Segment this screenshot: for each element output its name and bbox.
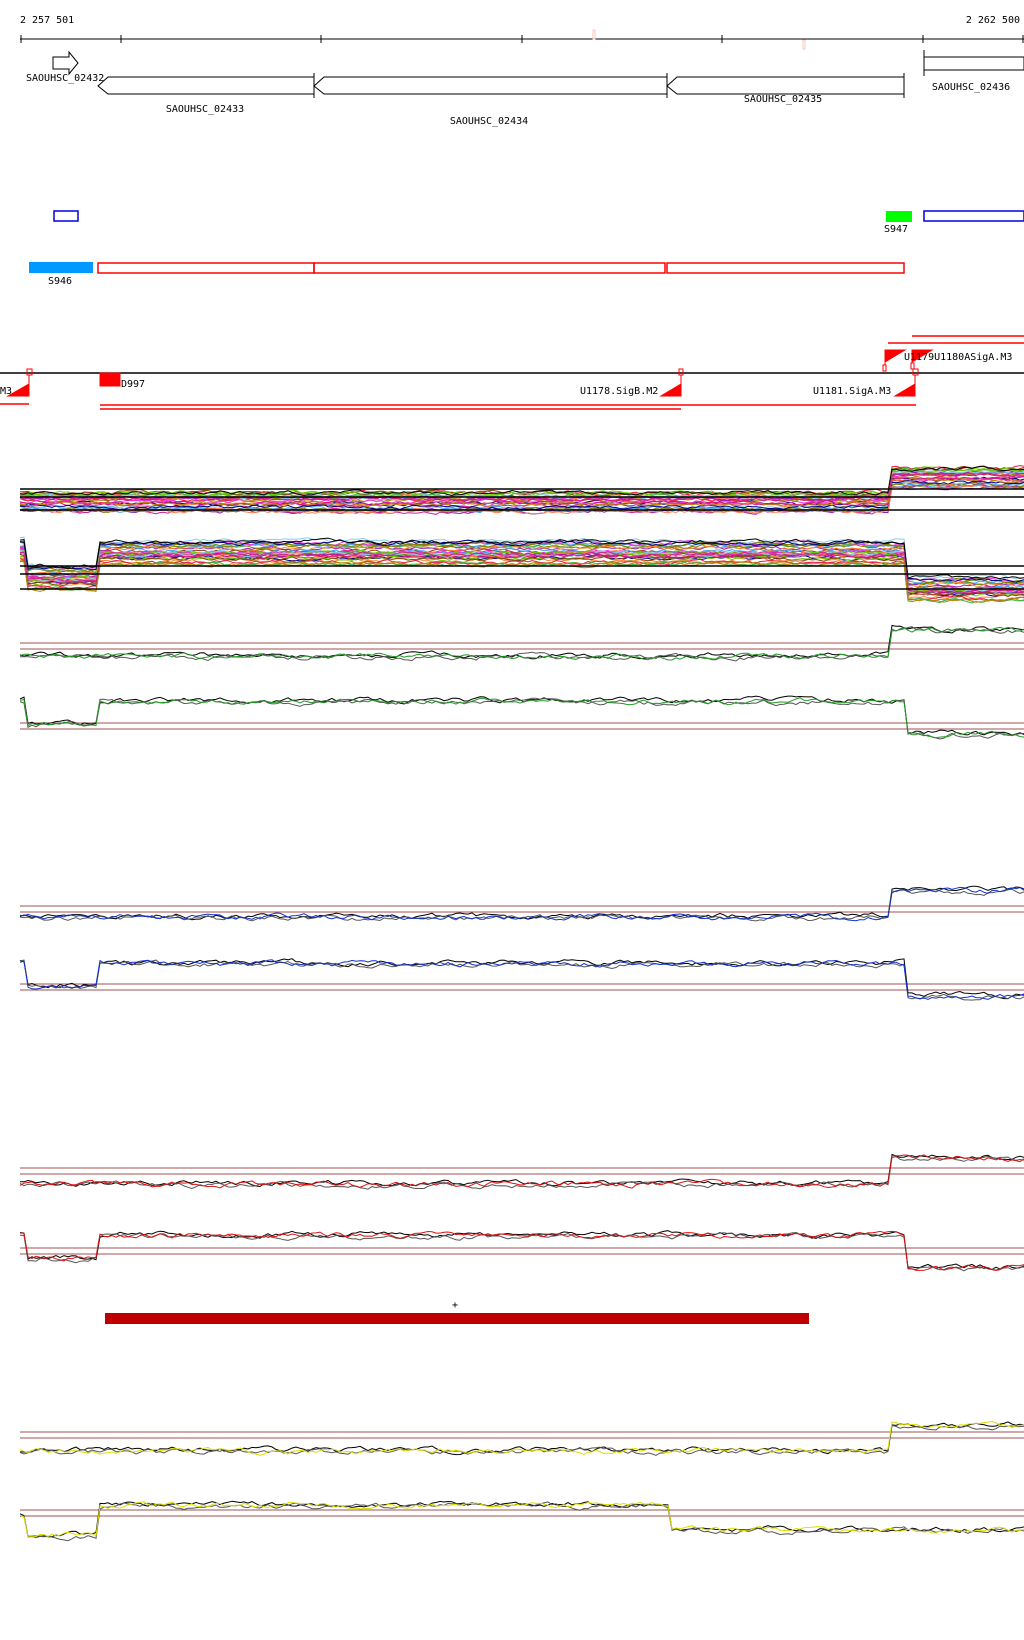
profile-line: [19, 1230, 1024, 1272]
red-bar-label: +: [452, 1300, 458, 1311]
tss-label-u1178[interactable]: U1178.SigB.M2: [580, 386, 658, 397]
gene-arrow-02435[interactable]: [666, 76, 905, 95]
tss-label: M3: [0, 386, 12, 397]
green-track-pair: [19, 624, 1024, 740]
multi-sample-track-forward: [19, 465, 1024, 515]
axis-end-label: 2 262 500: [966, 15, 1020, 26]
sample-line: [19, 551, 1024, 593]
gene-track: SAOUHSC_02432 SAOUHSC_02433 SAOUHSC_0243…: [26, 50, 1024, 127]
sample-line: [19, 480, 1024, 511]
sample-line: [19, 465, 1024, 496]
profile-line: [19, 1501, 1024, 1538]
sample-line: [19, 483, 1024, 515]
sample-line: [19, 544, 1024, 587]
profile-line: [19, 886, 1024, 922]
segment-label: S946: [48, 276, 72, 287]
profile-line: [19, 1154, 1024, 1189]
profile-line: [19, 1155, 1024, 1190]
sample-line: [19, 465, 1024, 497]
profile-line: [19, 1424, 1024, 1456]
sample-line: [19, 466, 1024, 497]
expression-tracks: [19, 465, 1024, 1542]
profile-line: [19, 885, 1024, 921]
gene-label: SAOUHSC_02436: [932, 82, 1010, 93]
sample-line: [19, 558, 1024, 601]
profile-line: [19, 1153, 1024, 1188]
blue-track-pair: [19, 885, 1024, 1001]
red-track-pair: [19, 1153, 1024, 1272]
transcript-box[interactable]: [313, 262, 666, 274]
sample-line: [19, 537, 1024, 580]
gene-label: SAOUHSC_02433: [166, 104, 244, 115]
sample-line: [19, 476, 1024, 508]
tss-label-u1181[interactable]: U1181.SigA.M3: [813, 386, 891, 397]
sample-line: [19, 549, 1024, 593]
segment-track: S947 S946: [29, 210, 1024, 287]
segment-box[interactable]: [53, 210, 79, 222]
transcript-box[interactable]: [666, 262, 905, 274]
segment-box[interactable]: [923, 210, 1024, 222]
coordinate-axis: 2 257 501 2 262 500: [20, 15, 1024, 50]
profile-line: [19, 1501, 1024, 1542]
sample-line: [19, 536, 1024, 580]
gene-label: SAOUHSC_02434: [450, 116, 528, 127]
gene-arrow-02433[interactable]: [97, 76, 315, 95]
gene-label: SAOUHSC_02432: [26, 73, 104, 84]
sample-line: [19, 472, 1024, 503]
sample-line: [19, 476, 1024, 508]
profile-line: [19, 697, 1024, 740]
tss-label-d997[interactable]: D997: [121, 379, 145, 390]
sample-line: [19, 472, 1024, 504]
sample-line: [19, 539, 1024, 583]
gene-arrow-02434[interactable]: [313, 76, 668, 95]
segment-label: S947: [884, 224, 908, 235]
profile-line: [19, 888, 1024, 922]
gene-box-02436[interactable]: [923, 56, 1024, 71]
axis-start-label: 2 257 501: [20, 15, 74, 26]
tss-label-overlap[interactable]: U1179U1180ASigA.M3: [904, 352, 1012, 363]
profile-line: [19, 959, 1024, 1000]
segment-s946[interactable]: [29, 262, 93, 273]
sample-line: [19, 560, 1024, 603]
profile-line: [19, 697, 1024, 739]
multi-sample-track-reverse: [19, 536, 1024, 604]
marker: [592, 29, 596, 40]
profile-line: [19, 1420, 1024, 1456]
sample-line: [19, 476, 1024, 507]
profile-line: [19, 1500, 1024, 1538]
marker: [802, 39, 806, 50]
profile-line: [19, 959, 1024, 1001]
red-bar[interactable]: [105, 1313, 809, 1324]
sample-line: [19, 560, 1024, 604]
gene-label: SAOUHSC_02435: [744, 94, 822, 105]
transcript-box[interactable]: [97, 262, 315, 274]
gene-arrow-02432[interactable]: [52, 50, 79, 76]
profile-line: [19, 626, 1024, 661]
tss-track: M3 D997 U1178.SigB.M2 U1181.SigA.M3 U117…: [0, 335, 1024, 410]
yellow-track-pair: [19, 1420, 1024, 1542]
sample-line: [19, 553, 1024, 598]
sample-line: [19, 482, 1024, 514]
segment-s947[interactable]: [886, 211, 912, 222]
profile-line: [19, 958, 1024, 1000]
profile-line: [19, 1232, 1024, 1272]
